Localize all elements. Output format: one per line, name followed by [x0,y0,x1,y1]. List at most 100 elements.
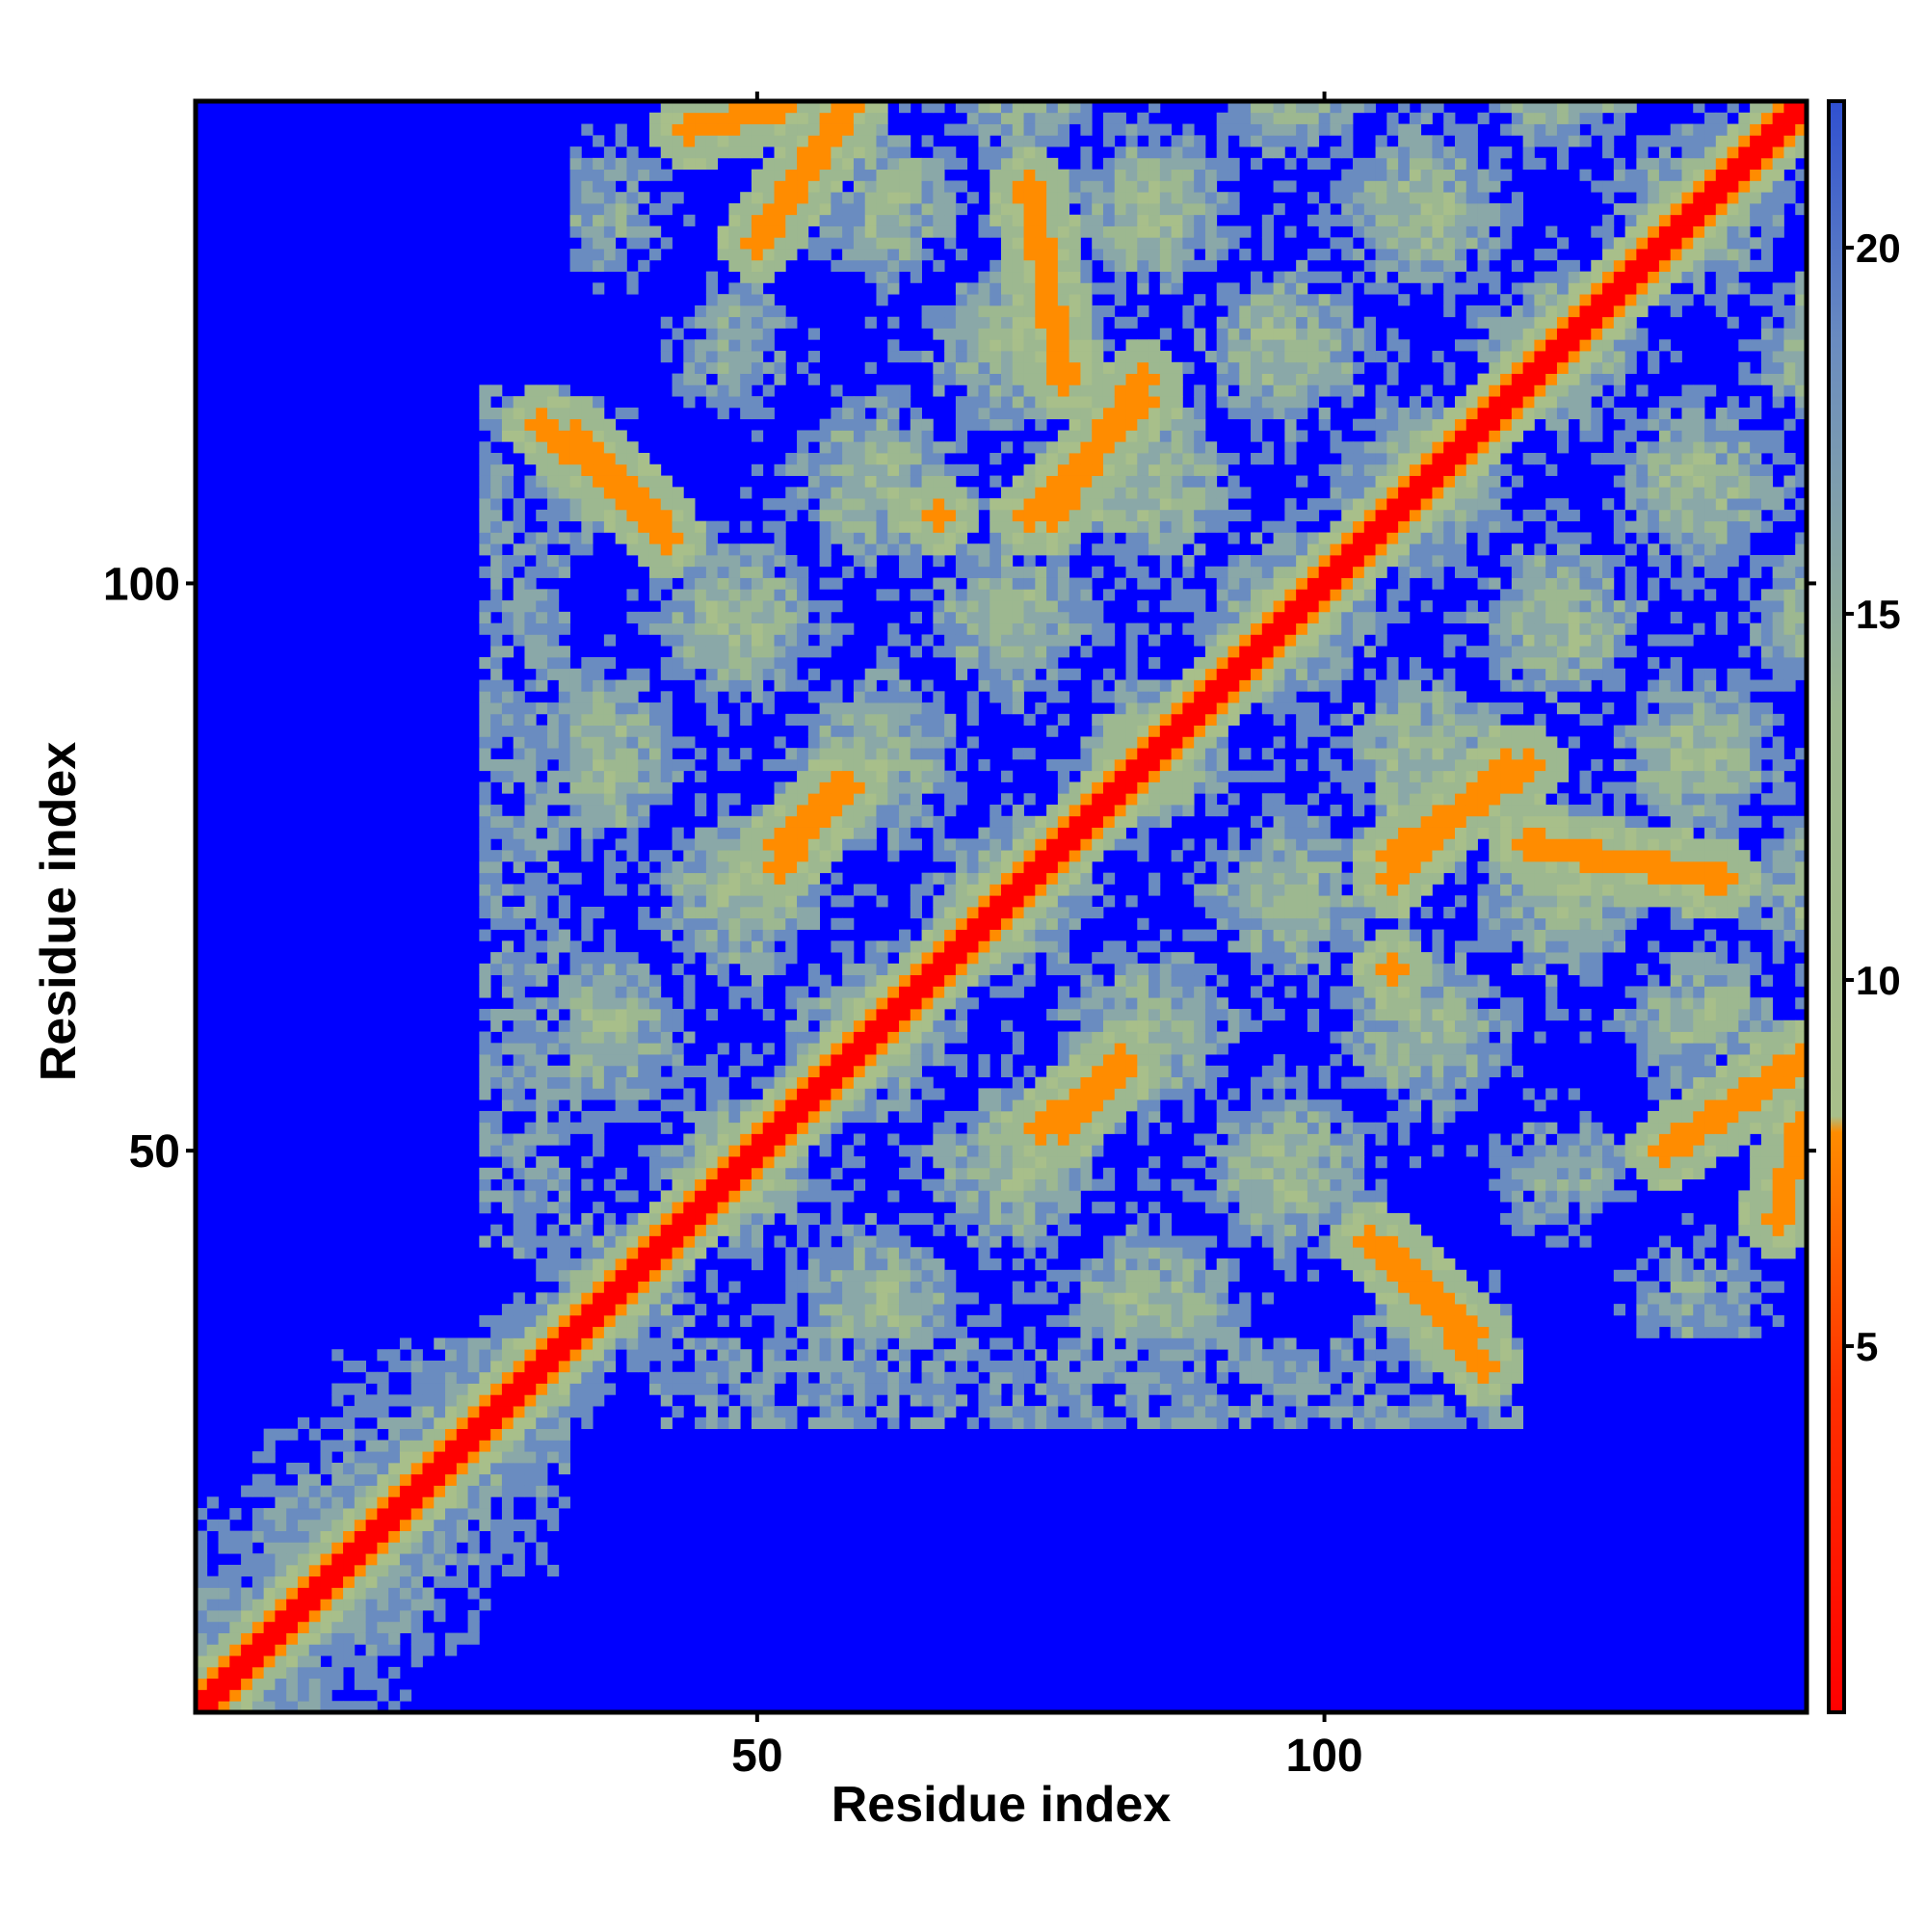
heatmap-cell [1069,271,1081,283]
heatmap-cell [978,1145,990,1157]
heatmap-cell [1069,384,1081,397]
heatmap-cell [603,634,617,647]
heatmap-cell [479,748,491,760]
heatmap-cell [558,702,570,715]
heatmap-cell [876,1406,888,1418]
heatmap-cell [603,1304,617,1316]
heatmap-cell [807,135,820,147]
heatmap-cell [751,1145,764,1157]
heatmap-cell [978,884,990,896]
heatmap-cell [1001,1156,1014,1169]
heatmap-cell [308,1632,321,1645]
heatmap-cell [807,157,820,171]
heatmap-cell [1092,1043,1104,1055]
heatmap-cell [683,850,696,862]
heatmap-cell [819,430,832,442]
heatmap-cell [1023,1065,1036,1078]
heatmap-cell [1102,1076,1116,1089]
heatmap-cell [933,214,945,226]
heatmap-cell [1046,679,1059,692]
heatmap-cell [910,249,922,261]
heatmap-cell [1023,815,1036,828]
heatmap-cell [695,770,707,782]
heatmap-cell [978,1167,990,1179]
heatmap-cell [944,986,957,998]
heatmap-cell [524,384,537,397]
heatmap-cell [717,917,729,930]
heatmap-cell [887,1008,900,1021]
heatmap-cell [626,748,639,760]
heatmap-cell [603,249,617,261]
heatmap-cell [785,509,798,522]
heatmap-cell [308,1473,321,1486]
heatmap-cell [343,1542,356,1554]
heatmap-cell [536,1542,548,1554]
heatmap-cell [638,1281,650,1293]
heatmap-cell [785,1167,798,1179]
heatmap-cell [921,430,934,442]
heatmap-cell [593,713,605,726]
heatmap-cell [1046,509,1059,522]
heatmap-cell [978,907,990,919]
heatmap-cell [933,498,945,511]
heatmap-cell [966,304,979,318]
heatmap-cell [501,1235,515,1248]
heatmap-cell [547,997,560,1010]
heatmap-cell [819,418,832,431]
heatmap-cell [648,1281,662,1293]
heatmap-cell [695,101,707,114]
heatmap-cell [275,1610,287,1623]
heatmap-cell [672,1019,684,1032]
heatmap-cell [842,702,855,715]
heatmap-cell [899,1269,911,1282]
heatmap-cell [536,1122,548,1134]
heatmap-cell [899,997,911,1010]
heatmap-cell [1023,566,1036,578]
heatmap-cell [899,1212,911,1226]
heatmap-cell [853,509,866,522]
heatmap-cell [966,656,979,670]
heatmap-cell [683,396,696,409]
heatmap-cell [1057,929,1070,941]
heatmap-cell [1046,271,1059,283]
heatmap-cell [286,1587,299,1600]
heatmap-cell [819,884,832,896]
heatmap-cell [638,259,650,273]
heatmap-cell [728,249,741,261]
heatmap-cell [1035,656,1047,670]
heatmap-cell [921,758,934,772]
heatmap-cell [263,1473,276,1486]
heatmap-cell [899,1065,911,1078]
heatmap-cell [569,872,582,885]
heatmap-cell [1035,1281,1047,1293]
heatmap-cell [853,1031,866,1044]
heatmap-cell [490,1190,503,1203]
heatmap-cell [819,1292,832,1305]
heatmap-cell [910,566,922,578]
heatmap-cell [705,396,719,409]
heatmap-cell [1035,895,1047,908]
heatmap-cell [1057,1202,1070,1214]
heatmap-cell [479,487,491,499]
heatmap-cell [558,554,570,568]
heatmap-cell [1080,1133,1093,1146]
heatmap-cell [797,589,809,601]
heatmap-cell [1001,986,1014,998]
heatmap-cell [910,838,922,851]
heatmap-cell [1046,214,1059,226]
heatmap-cell [524,805,537,817]
heatmap-cell [536,1508,548,1521]
heatmap-cell [638,758,650,772]
heatmap-cell [638,543,650,556]
heatmap-cell [887,1031,900,1044]
heatmap-cell [1023,656,1036,670]
heatmap-cell [695,589,707,601]
heatmap-cell [864,112,877,124]
heatmap-cell [705,1337,719,1350]
heatmap-cell [864,1212,877,1226]
heatmap-cell [1080,157,1093,171]
heatmap-cell [831,509,843,522]
heatmap-cell [899,157,911,171]
heatmap-cell [831,622,843,635]
